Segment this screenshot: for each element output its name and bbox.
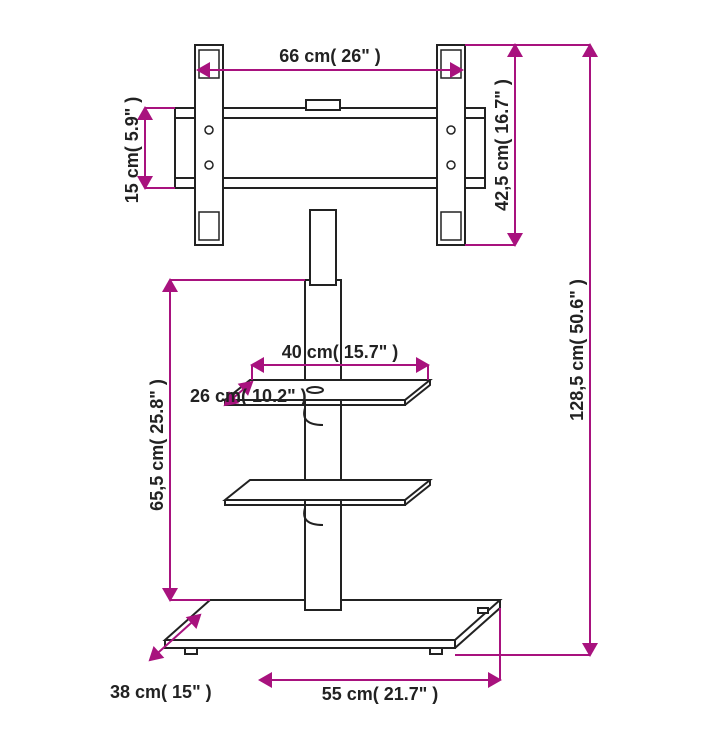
dim-basew-in: ( 21.7" ) [373, 684, 439, 704]
dim-basew-cm: 55 cm [322, 684, 373, 704]
dim-bracket-width-in: ( 26" ) [330, 46, 381, 66]
svg-text:55 cm( 21.7" ): 55 cm( 21.7" ) [322, 684, 439, 704]
dim-bracket-h-cm: 42,5 cm [492, 145, 512, 211]
dim-plate-h-cm: 15 cm [122, 152, 142, 203]
dim-shelfd-in: ( 10.2" ) [241, 386, 307, 406]
diagram-container: { "dimensions": { "bracket_width": { "cm… [0, 0, 724, 724]
dim-shelfw-cm: 40 cm [282, 342, 333, 362]
dim-shelfw-in: ( 15.7" ) [333, 342, 399, 362]
svg-text:65,5 cm( 25.8" ): 65,5 cm( 25.8" ) [147, 379, 167, 511]
dim-col-h-cm: 65,5 cm [147, 445, 167, 511]
dim-bracket-h-in: ( 16.7" ) [492, 79, 512, 145]
dim-based-cm: 38 cm [110, 682, 161, 702]
dim-total-h-cm: 128,5 cm [567, 345, 587, 421]
dim-total-h-in: ( 50.6" ) [567, 279, 587, 345]
svg-text:15 cm( 5.9" ): 15 cm( 5.9" ) [122, 97, 142, 204]
svg-text:38 cm( 15" ): 38 cm( 15" ) [110, 682, 212, 702]
svg-text:128,5 cm( 50.6" ): 128,5 cm( 50.6" ) [567, 279, 587, 421]
dim-based-in: ( 15" ) [161, 682, 212, 702]
dim-col-h-in: ( 25.8" ) [147, 379, 167, 445]
dim-bracket-width-cm: 66 cm [279, 46, 330, 66]
dim-shelfd-cm: 26 cm [190, 386, 241, 406]
svg-text:66 cm( 26" ): 66 cm( 26" ) [279, 46, 381, 66]
svg-text:26 cm( 10.2" ): 26 cm( 10.2" ) [190, 386, 307, 406]
svg-text:40 cm( 15.7" ): 40 cm( 15.7" ) [282, 342, 399, 362]
svg-text:42,5 cm( 16.7" ): 42,5 cm( 16.7" ) [492, 79, 512, 211]
dim-plate-h-in: ( 5.9" ) [122, 97, 142, 153]
